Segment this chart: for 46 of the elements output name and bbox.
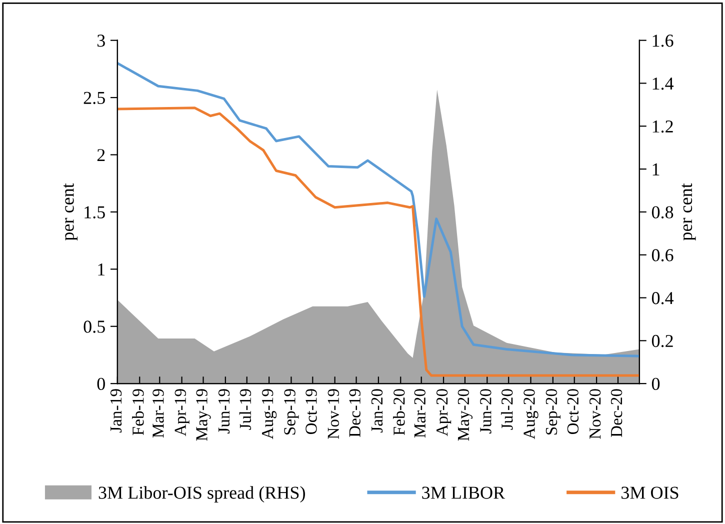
y2-tick-label: 1.4: [652, 78, 674, 90]
y2-tick-label: 1.2: [652, 120, 673, 133]
x-tick-label: Oct-20: [567, 389, 579, 434]
x-tick-label: Jul-20: [501, 389, 513, 430]
y-axis-title: per cent: [64, 183, 78, 240]
y-tick-label: 0.5: [84, 320, 105, 333]
y2-tick-label: 1: [652, 163, 660, 176]
y-tick-label: 2: [97, 149, 105, 162]
x-tick-label: Jun-19: [218, 389, 230, 434]
y-tick-label: 3: [97, 34, 105, 47]
y2-tick-label: 0.4: [652, 292, 674, 304]
y2-axis-title: per cent: [682, 183, 696, 240]
x-tick-label: May-20: [458, 389, 473, 441]
x-tick-label: Feb-20: [393, 389, 405, 436]
y2-tick-label: 0.2: [652, 334, 673, 348]
x-tick-label: Oct-19: [306, 389, 317, 434]
legend-label: 3M Libor-OIS spread (RHS): [98, 486, 305, 503]
y-tick-label: 1: [98, 264, 105, 276]
y2-tick-label: 0.8: [652, 206, 674, 218]
x-tick-label: Jul-19: [239, 389, 252, 430]
x-tick-label: Aug-19: [262, 389, 277, 440]
x-tick-label: Sep-20: [546, 389, 560, 435]
y2-tick-label: 0.6: [652, 249, 674, 262]
x-tick-label: Sep-19: [284, 389, 299, 435]
x-tick-label: Jun-20: [480, 389, 492, 434]
x-tick-label: May-19: [196, 389, 211, 441]
line-series: [117, 62, 640, 358]
x-tick-label: Mar-19: [152, 389, 164, 438]
y-tick-label: 2.5: [84, 92, 105, 104]
x-tick-label: Apr-20: [436, 389, 452, 436]
legend-label: 3M LIBOR: [422, 486, 506, 499]
x-tick-label: Feb-19: [132, 389, 144, 436]
legend-label: 3M OIS: [622, 486, 678, 499]
y2-tick-label: 0: [652, 378, 660, 390]
x-tick-label: Jan-19: [110, 389, 122, 433]
x-tick-label: Aug-20: [524, 389, 538, 440]
x-tick-label: Nov-19: [328, 389, 340, 439]
y-tick-label: 0: [97, 378, 105, 390]
x-tick-label: Nov-20: [589, 389, 601, 439]
x-tick-label: Jan-20: [371, 389, 383, 433]
y-tick-label: 1.5: [84, 206, 105, 218]
x-tick-label: Mar-20: [414, 389, 426, 438]
y2-tick-label: 1.6: [652, 34, 674, 47]
x-tick-label: Dec-20: [610, 389, 622, 437]
x-tick-label: Apr-19: [174, 389, 190, 436]
x-tick-label: Dec-19: [349, 389, 360, 437]
